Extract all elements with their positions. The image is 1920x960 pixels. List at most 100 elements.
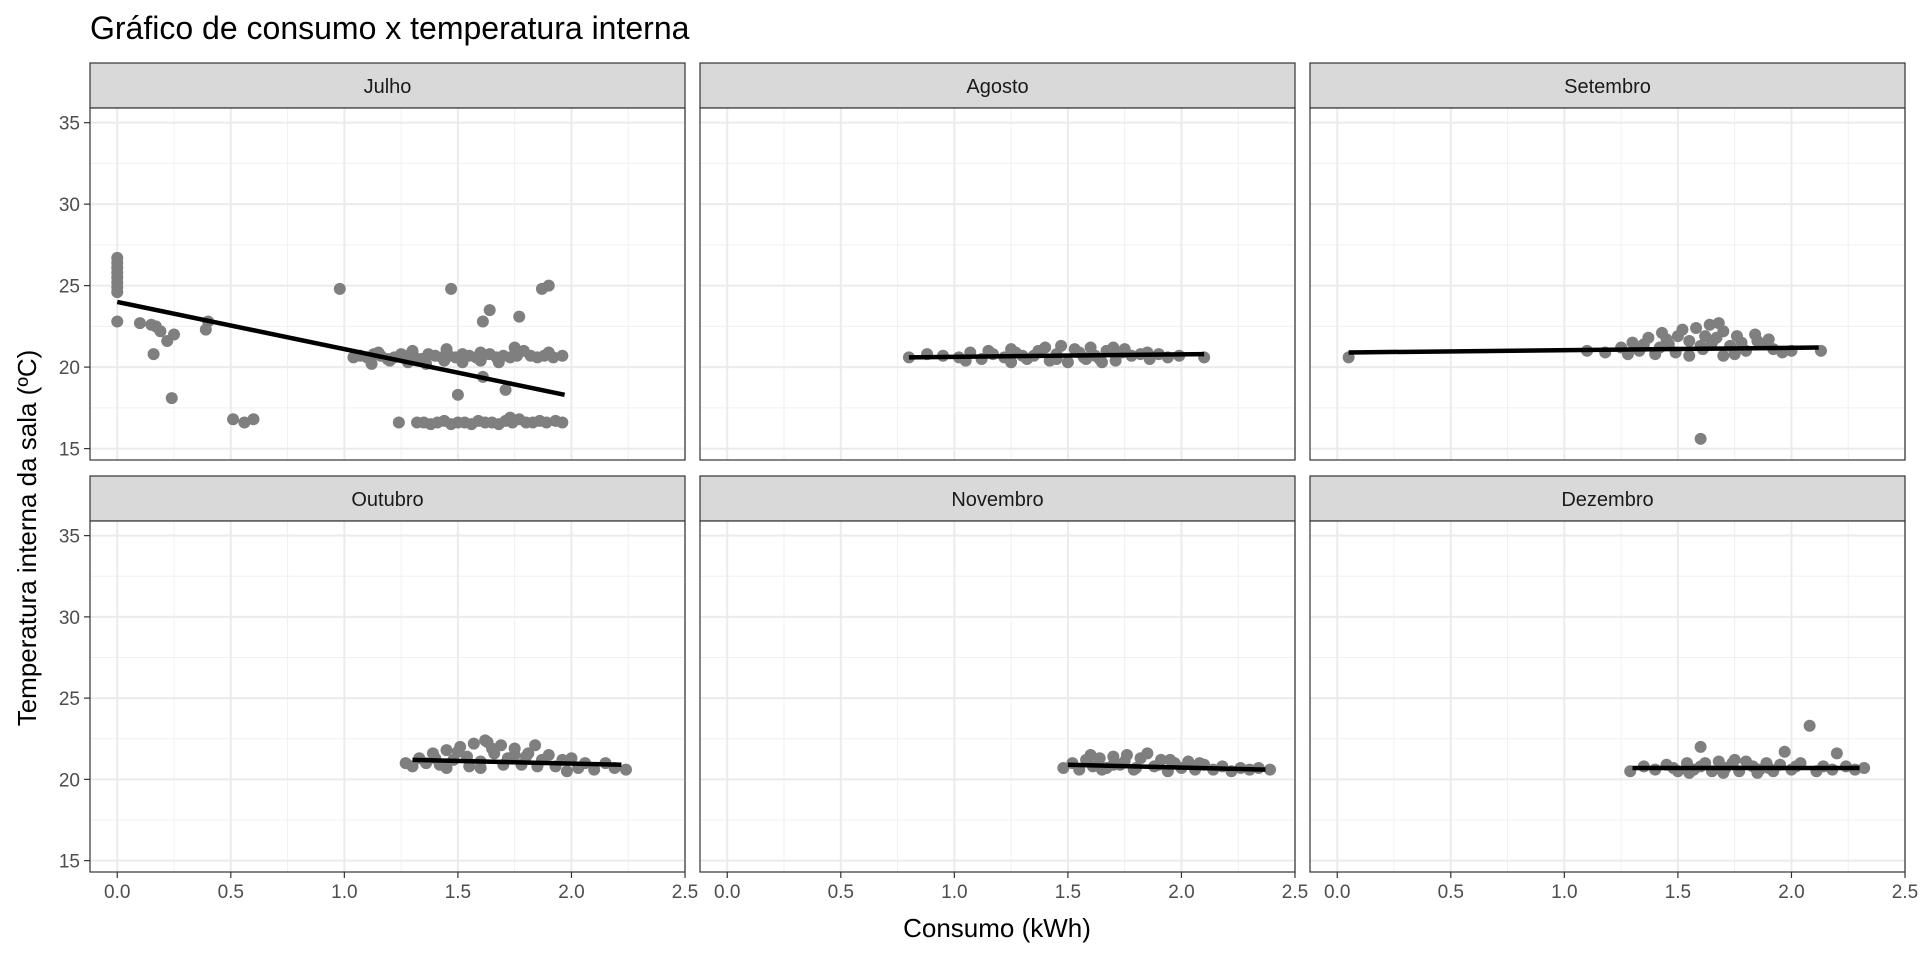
- data-point: [1039, 341, 1052, 354]
- data-point: [451, 745, 464, 758]
- data-point: [619, 763, 632, 776]
- facet-panels: Julho Agosto Setembro Outubro Novembro Dezemb…: [89, 62, 1906, 873]
- data-point: [476, 315, 489, 328]
- data-point: [1107, 341, 1120, 354]
- data-point: [147, 348, 160, 361]
- x-tick-label: 1.0: [1551, 882, 1577, 903]
- data-point: [1694, 432, 1707, 445]
- facet-strip-label: Novembro: [951, 489, 1043, 511]
- data-point: [247, 413, 260, 426]
- data-point: [982, 344, 995, 357]
- facet-strip: [1309, 475, 1906, 522]
- x-axis-ticks: 0.0 0.5 1.0 1.5 2.0 2.5 0.0 0.5 1.0 1.5 2.0 2.5 0.0 0…: [104, 872, 1918, 903]
- panel-border: [89, 520, 686, 873]
- data-point: [588, 763, 601, 776]
- data-point: [440, 744, 453, 757]
- facet-strip: [699, 62, 1296, 109]
- data-point: [542, 749, 555, 761]
- data-point: [513, 310, 526, 323]
- y-tick-label: 25: [59, 689, 80, 710]
- data-point: [1858, 762, 1871, 774]
- data-point: [406, 760, 419, 773]
- plot-area: [90, 521, 685, 872]
- data-point: [406, 344, 419, 357]
- facet-panel-agosto: Agosto: [699, 62, 1296, 461]
- data-point: [1182, 755, 1195, 768]
- data-point: [542, 279, 555, 292]
- data-point: [133, 317, 146, 330]
- data-point: [565, 752, 578, 765]
- facet-panel-outubro: Outubro: [89, 475, 686, 873]
- data-point: [1699, 330, 1712, 343]
- data-point: [508, 749, 521, 761]
- plot-area: [1310, 521, 1905, 872]
- y-tick-label: 15: [59, 440, 80, 461]
- data-point: [495, 739, 508, 752]
- x-tick-label: 0.5: [1438, 882, 1464, 903]
- data-point: [392, 416, 405, 429]
- x-tick-label: 2.5: [1892, 882, 1918, 903]
- data-point: [474, 762, 487, 774]
- data-point: [227, 413, 240, 426]
- data-point: [1626, 336, 1639, 349]
- data-point: [440, 762, 453, 774]
- data-point: [1109, 354, 1122, 367]
- facet-strip: [89, 62, 686, 109]
- x-tick-label: 0.0: [1324, 882, 1350, 903]
- data-point: [1690, 322, 1703, 334]
- data-point: [1057, 762, 1070, 774]
- data-point: [1712, 317, 1725, 330]
- data-point: [474, 346, 487, 359]
- x-tick-label: 2.0: [1778, 882, 1804, 903]
- x-axis-title: Consumo (kWh): [903, 913, 1091, 943]
- plot-area: [700, 108, 1295, 460]
- data-point: [560, 765, 573, 778]
- data-point: [529, 739, 542, 752]
- y-tick-label: 25: [59, 277, 80, 298]
- gridlines: [90, 108, 686, 460]
- data-point: [365, 357, 378, 370]
- data-point: [333, 282, 346, 295]
- gridlines: [700, 521, 1296, 872]
- x-tick-label: 0.5: [828, 882, 854, 903]
- chart-title: Gráfico de consumo x temperatura interna: [90, 10, 690, 46]
- data-point: [451, 388, 464, 401]
- x-tick-label: 2.0: [1168, 882, 1194, 903]
- plot-area: [1310, 108, 1905, 460]
- facet-panel-setembro: Setembro: [1309, 62, 1906, 461]
- data-point: [1005, 356, 1018, 369]
- data-point: [1778, 745, 1791, 758]
- facet-strip-label: Dezembro: [1561, 489, 1653, 511]
- gridlines: [1310, 521, 1906, 872]
- facet-panel-dezembro: Dezembro: [1309, 475, 1906, 873]
- data-point: [1703, 318, 1716, 331]
- x-tick-label: 0.0: [104, 882, 130, 903]
- y-tick-label: 20: [59, 358, 80, 379]
- facet-strip: [699, 475, 1296, 522]
- data-point: [542, 346, 555, 359]
- panel-border: [89, 107, 686, 461]
- data-point: [111, 315, 124, 328]
- panel-border: [699, 107, 1296, 461]
- data-point: [1762, 333, 1775, 346]
- data-point: [1118, 343, 1131, 356]
- data-point: [1683, 349, 1696, 362]
- data-point: [485, 742, 498, 755]
- data-point: [1717, 349, 1730, 362]
- data-point: [1803, 719, 1816, 732]
- data-point: [483, 304, 496, 317]
- data-point: [456, 356, 469, 369]
- data-point: [1093, 752, 1106, 765]
- facet-panel-novembro: Novembro: [699, 475, 1296, 873]
- x-tick-label: 1.5: [1665, 882, 1691, 903]
- panel-border: [1309, 520, 1906, 873]
- data-point: [1671, 330, 1684, 343]
- data-point: [492, 356, 505, 369]
- trend-line: [412, 757, 622, 767]
- data-point: [440, 343, 453, 356]
- panel-border: [1309, 107, 1906, 461]
- data-point: [499, 383, 512, 396]
- y-axis-ticks: 15 20 25 30 35 15 20 25 30 35: [59, 114, 90, 873]
- x-tick-label: 2.5: [1282, 882, 1308, 903]
- trend-line: [1067, 762, 1266, 772]
